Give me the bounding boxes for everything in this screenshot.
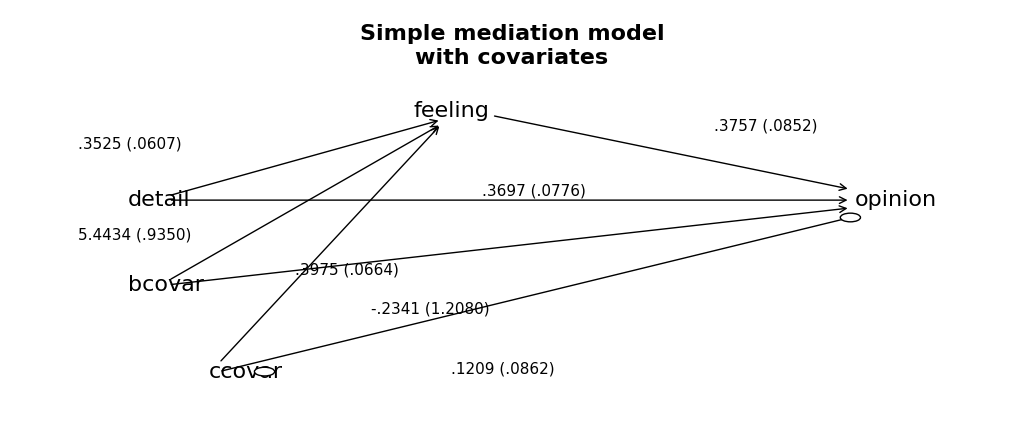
Text: -.2341 (1.2080): -.2341 (1.2080)	[371, 301, 489, 316]
Text: detail: detail	[128, 190, 190, 210]
Text: ccovar: ccovar	[209, 362, 283, 382]
Text: feeling: feeling	[414, 101, 489, 121]
Text: .3975 (.0664): .3975 (.0664)	[295, 262, 398, 277]
Circle shape	[841, 213, 860, 222]
Text: .3525 (.0607): .3525 (.0607)	[78, 136, 181, 151]
Text: .1209 (.0862): .1209 (.0862)	[452, 362, 555, 377]
Text: bcovar: bcovar	[128, 275, 204, 295]
Circle shape	[254, 367, 274, 376]
Text: Simple mediation model
with covariates: Simple mediation model with covariates	[359, 24, 665, 68]
Text: .3697 (.0776): .3697 (.0776)	[481, 184, 586, 199]
Text: opinion: opinion	[855, 190, 937, 210]
Text: 5.4434 (.9350): 5.4434 (.9350)	[78, 227, 191, 242]
Text: .3757 (.0852): .3757 (.0852)	[714, 119, 817, 134]
